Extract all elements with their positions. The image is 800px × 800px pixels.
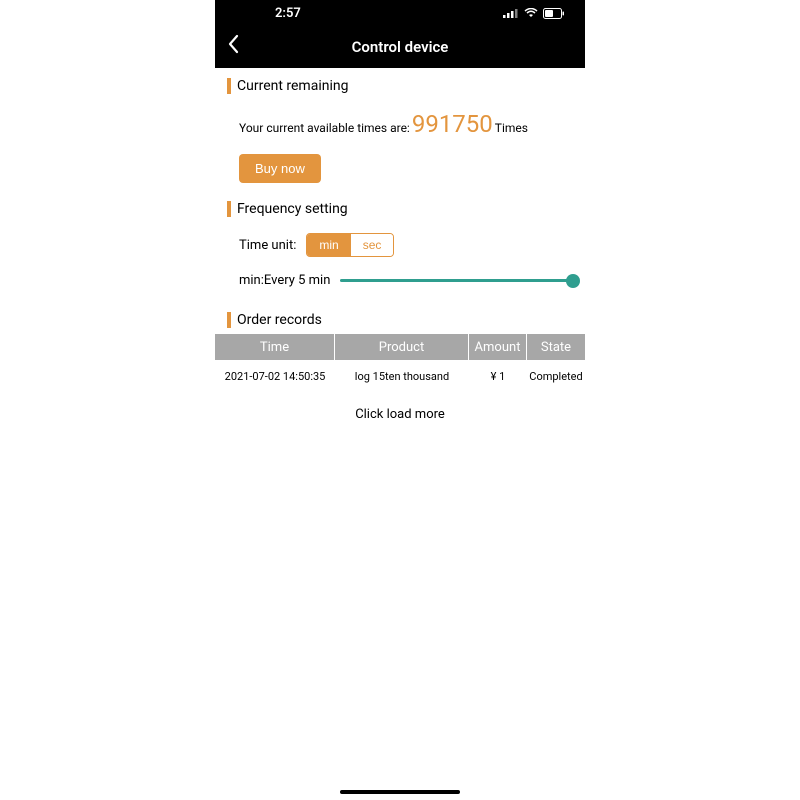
battery-icon <box>543 8 565 19</box>
section-marker <box>227 201 231 217</box>
remaining-suffix: Times <box>495 121 528 135</box>
orders-table-header: Time Product Amount State <box>215 334 585 360</box>
phone-frame: 2:57 Control device Current remaining Yo… <box>215 0 585 800</box>
slider-label: min:Every 5 min <box>239 273 330 288</box>
col-header-amount: Amount <box>469 334 527 360</box>
col-header-state: State <box>527 334 585 360</box>
table-row: 2021-07-02 14:50:35 log 15ten thousand ¥… <box>215 360 585 393</box>
remaining-prefix: Your current available times are: <box>239 121 410 135</box>
load-more-button[interactable]: Click load more <box>215 393 585 436</box>
remaining-times-row: Your current available times are: 991750… <box>215 100 585 148</box>
section-remaining-header: Current remaining <box>215 68 585 100</box>
cell-time: 2021-07-02 14:50:35 <box>215 370 335 383</box>
time-unit-row: Time unit: min sec <box>215 223 585 267</box>
time-unit-toggle: min sec <box>306 233 394 257</box>
back-button[interactable] <box>227 34 239 60</box>
signal-icon <box>503 8 519 18</box>
slider-thumb[interactable] <box>566 274 580 288</box>
section-marker <box>227 78 231 94</box>
status-time: 2:57 <box>235 6 301 21</box>
section-remaining-title: Current remaining <box>237 78 348 94</box>
section-orders-header: Order records <box>215 302 585 334</box>
toggle-min[interactable]: min <box>307 234 350 256</box>
col-header-product: Product <box>335 334 469 360</box>
nav-bar: Control device <box>215 26 585 68</box>
buy-now-button[interactable]: Buy now <box>239 154 321 183</box>
section-frequency-title: Frequency setting <box>237 201 348 217</box>
cell-amount: ¥ 1 <box>469 370 527 383</box>
cell-state: Completed <box>527 370 585 383</box>
wifi-icon <box>524 8 538 18</box>
home-indicator[interactable] <box>340 790 460 794</box>
time-unit-label: Time unit: <box>239 238 296 253</box>
cell-product: log 15ten thousand <box>335 370 469 383</box>
section-orders-title: Order records <box>237 312 322 328</box>
col-header-time: Time <box>215 334 335 360</box>
page-title: Control device <box>352 38 449 56</box>
status-icons <box>503 8 565 19</box>
section-marker <box>227 312 231 328</box>
content: Current remaining Your current available… <box>215 68 585 436</box>
frequency-slider-row: min:Every 5 min <box>215 267 585 302</box>
remaining-value: 991750 <box>412 110 493 138</box>
status-bar: 2:57 <box>215 0 585 26</box>
toggle-sec[interactable]: sec <box>351 234 394 256</box>
section-frequency-header: Frequency setting <box>215 191 585 223</box>
frequency-slider[interactable] <box>340 279 573 282</box>
